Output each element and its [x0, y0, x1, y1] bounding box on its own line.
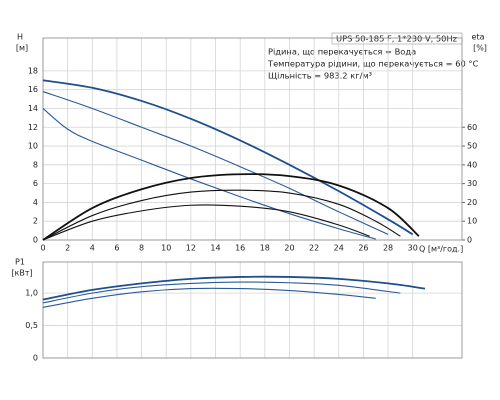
curve	[42, 173, 420, 241]
y-tick-label: 14	[28, 104, 38, 113]
y2-tick-label: 40	[467, 160, 477, 169]
x-tick-label: 14	[210, 244, 220, 253]
x-tick-label: 0	[40, 244, 45, 253]
curve	[42, 275, 426, 301]
x-tick-label: 30	[408, 244, 418, 253]
x-tick-label: 6	[114, 244, 119, 253]
y-tick-label: 2	[33, 217, 38, 226]
y2-tick-label: 60	[467, 123, 477, 132]
curve	[42, 108, 376, 240]
y-tick-label: 1,0	[25, 289, 38, 298]
x-tick-label: 22	[309, 244, 319, 253]
y-tick-label: 4	[33, 198, 38, 207]
x-tick-label: 16	[235, 244, 245, 253]
x-tick-label: 24	[334, 244, 344, 253]
y-axis-unit: [кВт]	[11, 269, 32, 278]
y-tick-label: 0	[33, 354, 38, 363]
x-tick-label: 8	[139, 244, 144, 253]
plot-frame	[42, 37, 463, 241]
x-tick-label: 10	[161, 244, 171, 253]
y-tick-label: 16	[28, 85, 38, 94]
y2-axis-label: eta	[472, 33, 485, 42]
y-axis-unit: [м]	[16, 44, 28, 53]
note: Щільність = 983.2 кг/м³	[268, 71, 372, 81]
curve	[42, 204, 370, 241]
curve	[42, 91, 389, 235]
curve	[42, 79, 414, 236]
note: Температура рідини, що перекачується = 6…	[267, 59, 479, 69]
x-tick-label: 18	[260, 244, 270, 253]
y-tick-label: 10	[28, 142, 38, 151]
y2-tick-label: 30	[467, 179, 477, 188]
x-tick-label: 4	[90, 244, 95, 253]
y-tick-label: 0	[33, 236, 38, 245]
x-tick-label: 28	[383, 244, 393, 253]
x-tick-label: 26	[358, 244, 368, 253]
curve	[42, 281, 401, 304]
y2-tick-label: 0	[467, 236, 472, 245]
y2-tick-label: 10	[467, 217, 477, 226]
y-tick-label: 0,5	[25, 321, 38, 330]
note: Рідина, що перекачується = Вода	[268, 47, 416, 57]
y-axis-label: H	[17, 33, 23, 42]
x-tick-label: 12	[186, 244, 196, 253]
y-tick-label: 12	[28, 123, 38, 132]
y-tick-label: 6	[33, 179, 38, 188]
curve	[42, 189, 401, 241]
y2-tick-label: 20	[467, 198, 477, 207]
y2-tick-label: 50	[467, 142, 477, 151]
y-tick-label: 18	[28, 66, 38, 75]
chart-title: UPS 50-185 F, 1*230 V, 50Hz	[336, 34, 457, 44]
curve	[42, 287, 376, 308]
y2-axis-unit: [%]	[473, 44, 487, 53]
x-tick-label: 2	[65, 244, 70, 253]
x-tick-label: 20	[284, 244, 294, 253]
plot-frame	[42, 261, 463, 359]
x-axis-label: Q [м³/год.]	[419, 245, 463, 254]
y-tick-label: 8	[33, 160, 38, 169]
y-axis-label: P1	[15, 258, 25, 267]
